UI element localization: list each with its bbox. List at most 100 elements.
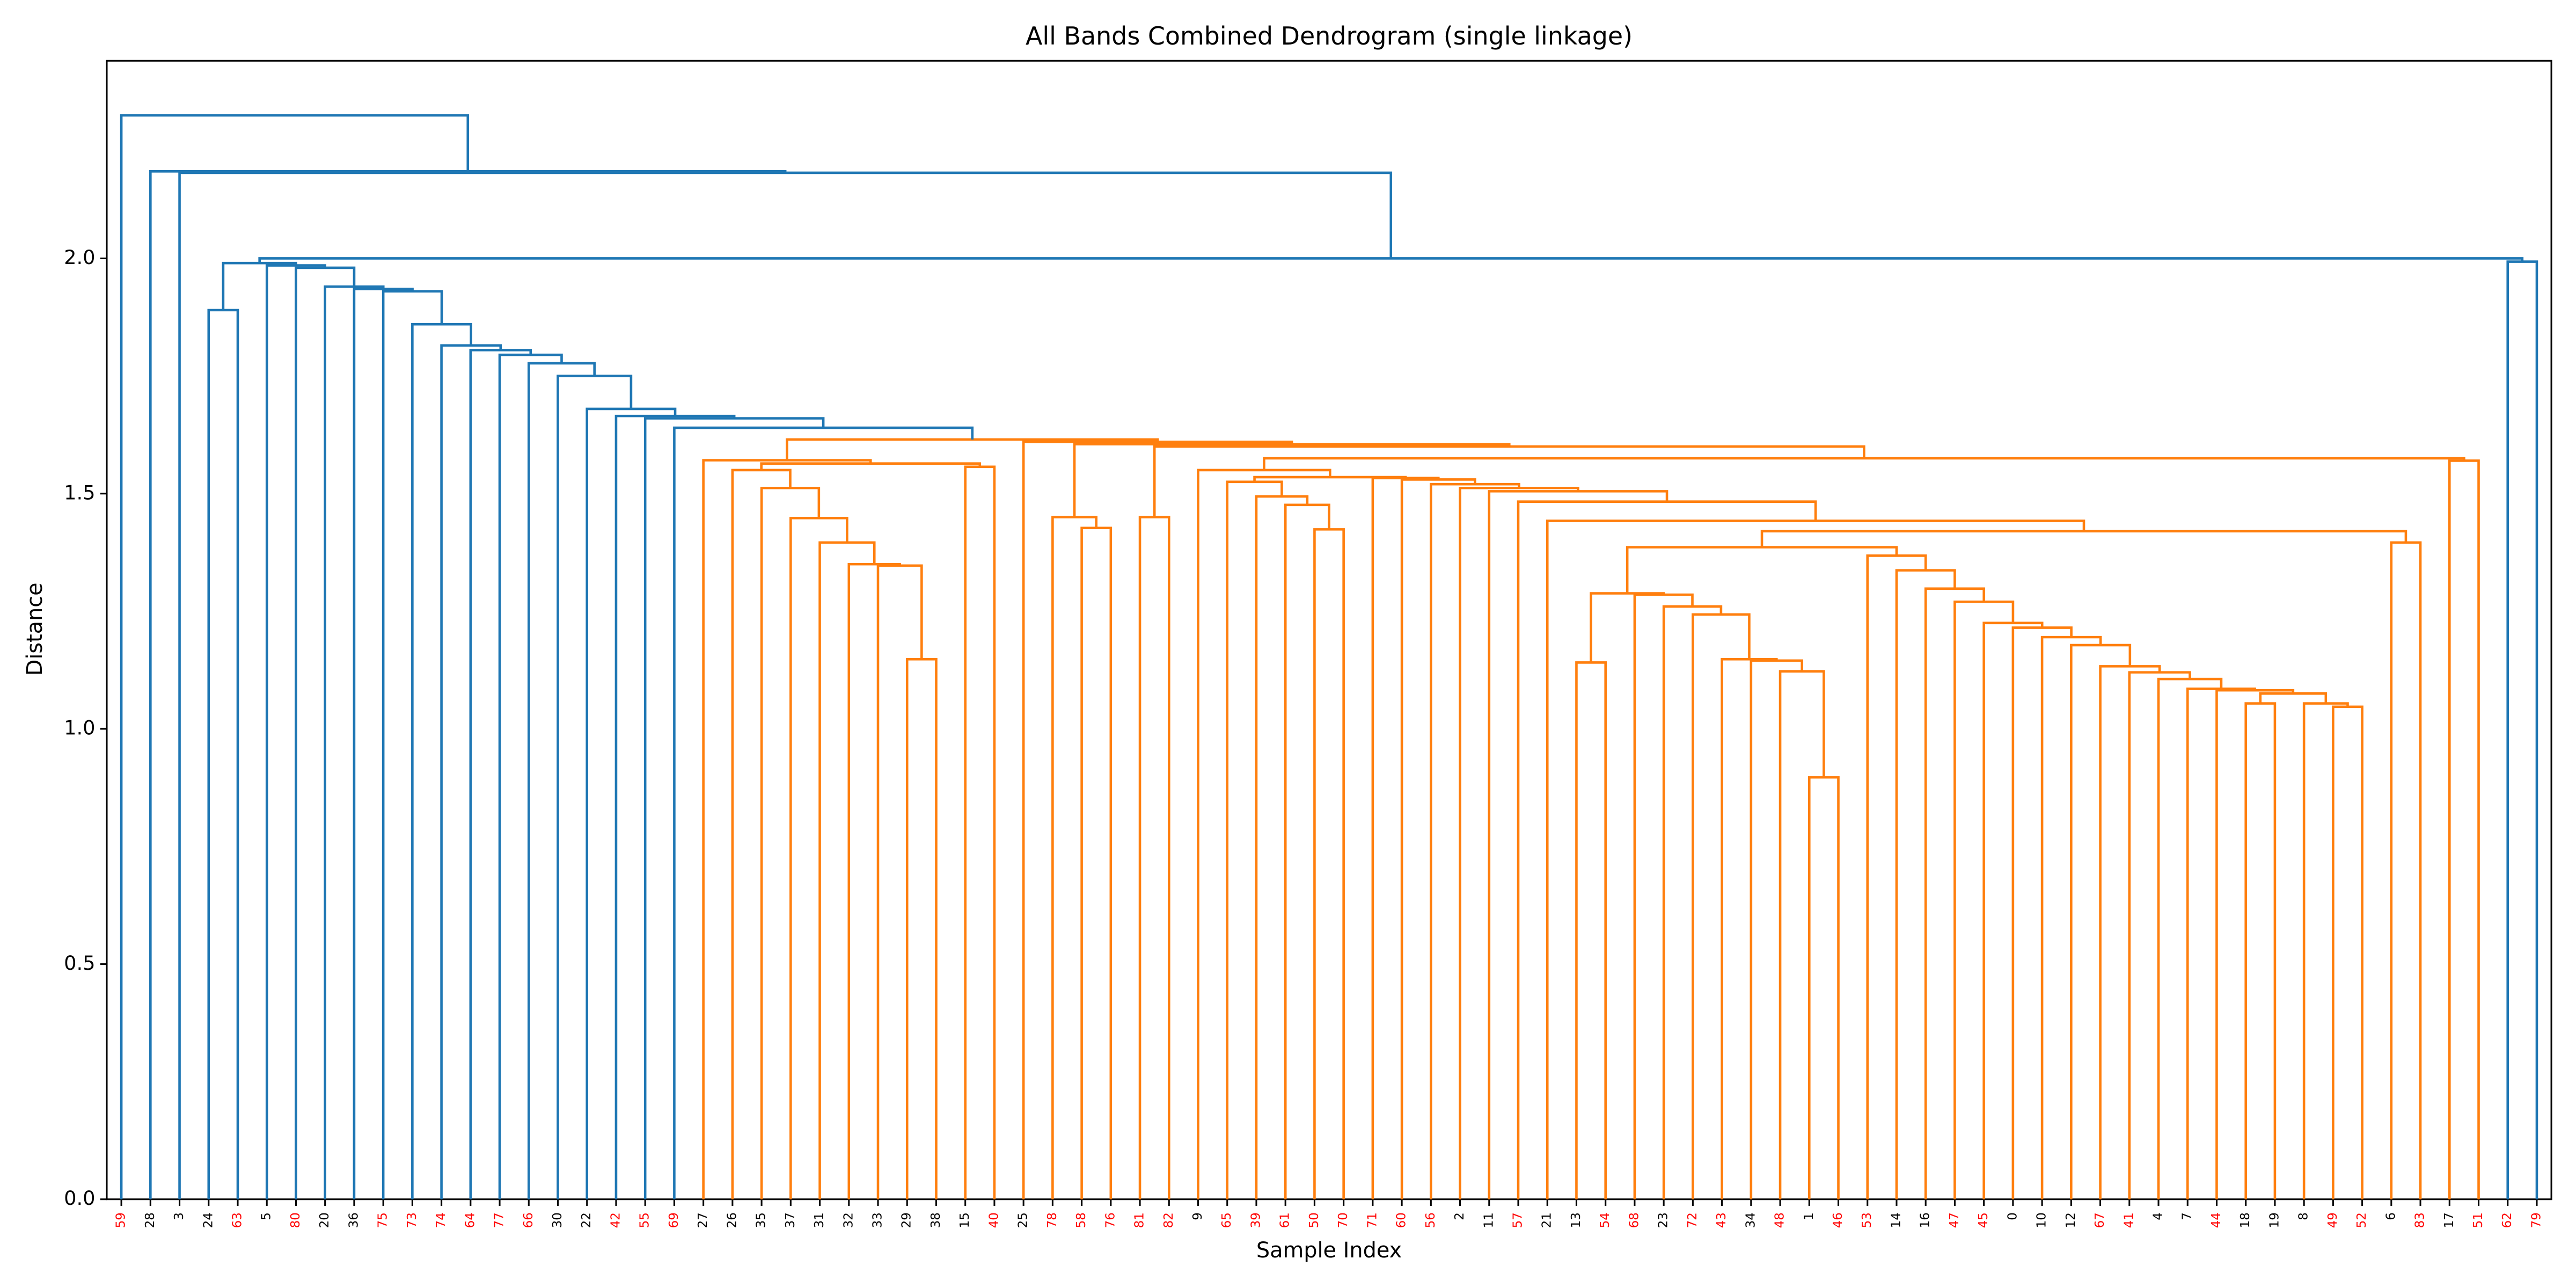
dendrogram-link [1263, 457, 2465, 470]
dendrogram-link [2390, 541, 2422, 1199]
dendrogram-link [905, 658, 938, 1199]
leaf-label: 28 [143, 1212, 157, 1228]
dendrogram-link [586, 407, 677, 1199]
leaf-label: 22 [580, 1212, 594, 1228]
leaf-label: 62 [2500, 1212, 2514, 1228]
dendrogram-link [1750, 659, 1804, 1199]
leaf-label: 83 [2413, 1212, 2427, 1228]
dendrogram-link [1430, 482, 1520, 1199]
dendrogram-link [2099, 665, 2161, 1199]
leaf-label: 11 [1482, 1212, 1496, 1228]
leaf-label: 58 [1074, 1212, 1088, 1228]
dendrogram-link [673, 426, 974, 1199]
leaf-label: 61 [1278, 1212, 1292, 1228]
dendrogram-link [1633, 593, 1694, 1199]
leaf-label: 80 [289, 1212, 303, 1228]
leaf-label: 65 [1220, 1212, 1234, 1228]
leaf-label: 48 [1773, 1212, 1787, 1228]
dendrogram-link [2157, 677, 2223, 1199]
dendrogram-link [1284, 503, 1330, 1199]
leaf-label: 16 [1919, 1212, 1933, 1228]
dendrogram-link [786, 438, 1159, 460]
dendrogram-link [2259, 692, 2328, 704]
leaf-label: 76 [1103, 1212, 1117, 1228]
dendrogram-link [1590, 592, 1665, 663]
dendrogram-link [1255, 495, 1309, 1199]
dendrogram-link [1626, 546, 1898, 594]
dendrogram-link [498, 353, 563, 1199]
leaf-label: 33 [871, 1212, 885, 1228]
leaf-label: 1 [1802, 1212, 1816, 1220]
leaf-label: 57 [1511, 1212, 1525, 1228]
dendrogram-link [964, 465, 996, 1199]
dendrogram-link [1253, 475, 1407, 482]
leaf-label: 43 [1715, 1212, 1729, 1228]
dendrogram-link [2244, 702, 2277, 1199]
leaf-label: 54 [1598, 1212, 1612, 1228]
leaf-label: 70 [1336, 1212, 1350, 1228]
leaf-label: 52 [2355, 1212, 2369, 1228]
leaf-label: 72 [1686, 1212, 1700, 1228]
dendrogram-link [643, 417, 825, 1199]
leaf-label: 18 [2238, 1212, 2252, 1228]
leaf-label: 40 [987, 1212, 1001, 1228]
leaf-label: 60 [1395, 1212, 1409, 1228]
dendrogram-link [2506, 260, 2538, 1199]
leaf-label: 29 [900, 1212, 914, 1228]
dendrogram-link [1982, 621, 2044, 1199]
chart-title: All Bands Combined Dendrogram (single li… [1026, 21, 1633, 50]
leaf-label: 38 [929, 1212, 943, 1228]
leaf-label: 44 [2209, 1212, 2223, 1228]
dendrogram-link [1662, 605, 1723, 1199]
dendrogram-link [1546, 519, 2085, 1199]
dendrogram-link [258, 257, 2524, 264]
dendrogram-link [1866, 554, 1927, 1199]
leaf-label: 23 [1657, 1212, 1671, 1228]
leaf-label: 71 [1365, 1212, 1379, 1228]
dendrogram-link [1226, 480, 1283, 1199]
dendrogram-link [1400, 478, 1476, 1199]
leaf-label: 32 [841, 1212, 855, 1228]
leaf-label: 19 [2267, 1212, 2281, 1228]
dendrogram-link [1197, 469, 1331, 1199]
dendrogram-link [2302, 702, 2349, 1199]
leaf-label: 56 [1424, 1212, 1438, 1228]
dendrogram-link [2448, 459, 2480, 1199]
leaf-label: 27 [696, 1212, 710, 1228]
dendrogram-link [324, 285, 385, 1199]
leaf-label: 30 [551, 1212, 565, 1228]
x-axis-label: Sample Index [1256, 1238, 1402, 1263]
dendrogram-link [1895, 569, 1956, 1199]
y-tick-label: 0.0 [64, 1187, 95, 1210]
leaf-label: 0 [2006, 1212, 2019, 1220]
y-tick-label: 1.0 [64, 716, 95, 740]
leaf-label: 12 [2064, 1212, 2078, 1228]
dendrogram-link [1371, 477, 1440, 1199]
leaf-label: 35 [755, 1212, 769, 1228]
leaf-label: 34 [1744, 1212, 1758, 1228]
dendrogram-link [1517, 500, 1817, 1199]
leaf-label: 55 [638, 1212, 652, 1228]
dendrogram-link [178, 171, 1393, 1199]
leaf-label: 45 [1977, 1212, 1990, 1228]
leaf-label: 17 [2442, 1212, 2456, 1228]
leaf-label: 69 [667, 1212, 681, 1228]
dendrogram-link [120, 114, 470, 1199]
leaf-label: 67 [2093, 1212, 2107, 1228]
y-tick-label: 2.0 [64, 246, 95, 269]
leaf-label: 59 [114, 1212, 128, 1228]
leaf-label: 75 [376, 1212, 390, 1228]
dendrogram-link [876, 564, 923, 1199]
leaf-label: 53 [1860, 1212, 1874, 1228]
dendrogram-link [1313, 528, 1345, 1199]
leaf-label: 20 [318, 1212, 332, 1228]
leaf-label: 79 [2529, 1212, 2543, 1228]
dendrogram-link [1488, 490, 1668, 1199]
leaf-label: 24 [201, 1212, 215, 1228]
dendrogram-link [1138, 516, 1170, 1199]
leaf-label: 81 [1133, 1212, 1147, 1228]
leaf-label: 50 [1307, 1212, 1321, 1228]
dendrogram-link [818, 541, 876, 1199]
dendrogram-link [1760, 530, 2407, 547]
